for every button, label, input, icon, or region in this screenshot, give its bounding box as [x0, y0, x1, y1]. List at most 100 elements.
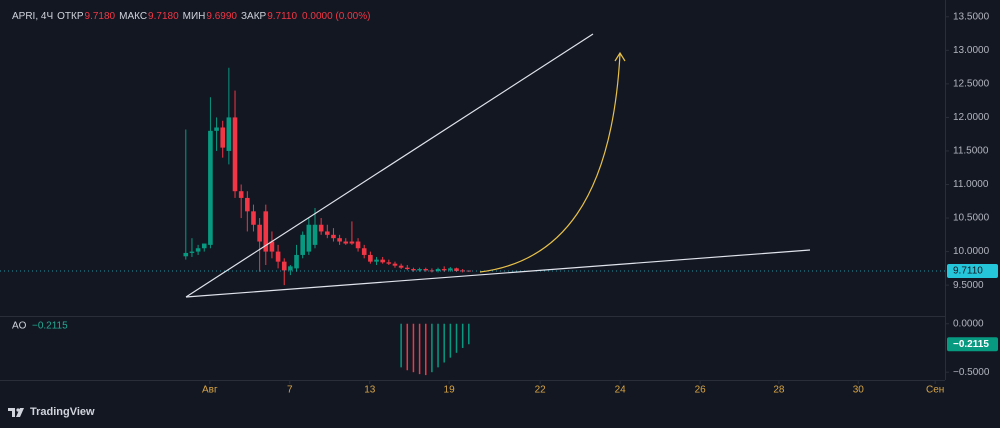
candle-body — [460, 270, 465, 272]
candle-body — [208, 130, 213, 245]
candle-body — [374, 259, 379, 262]
ao-bar — [418, 323, 421, 375]
field-value: 9.6990 — [206, 11, 237, 22]
ao-bar — [468, 323, 470, 345]
y-tick-label: 11.5000 — [953, 146, 989, 157]
x-tick-label: 28 — [773, 385, 785, 396]
candle-body — [355, 241, 361, 249]
y-tick-label: 11.0000 — [953, 179, 989, 190]
candle-body — [325, 231, 330, 235]
candle-body — [429, 270, 435, 272]
field-name: ЗАКР — [240, 11, 267, 22]
candle-body — [269, 241, 275, 252]
y-tick-label: 12.5000 — [953, 79, 990, 90]
candle-body — [404, 267, 410, 270]
indicator-value: −0.2115 — [32, 321, 68, 332]
x-tick-label: 7 — [287, 385, 293, 396]
candle-body — [294, 254, 299, 269]
ao-bar — [443, 323, 445, 363]
candle-body — [214, 127, 219, 131]
ao-bar — [400, 323, 402, 368]
candle-body — [349, 241, 355, 244]
x-tick-label: 22 — [535, 385, 547, 396]
candle-body — [275, 251, 281, 262]
field-value: 9.7110 — [267, 11, 298, 22]
candle-body — [398, 265, 404, 268]
field-name: МИН — [182, 11, 206, 22]
candle-body — [448, 268, 453, 271]
x-tick-label: 24 — [615, 385, 627, 396]
ao-bar — [455, 323, 458, 353]
x-tick-label: 26 — [695, 385, 707, 396]
ao-bar — [424, 323, 427, 376]
x-tick-label: 30 — [853, 385, 865, 396]
candle-body — [232, 117, 238, 192]
candle-body — [306, 224, 312, 252]
y-tick-label: 0.0000 — [953, 318, 984, 329]
trend-line[interactable] — [185, 33, 594, 298]
candle-body — [392, 263, 398, 266]
ao-bar — [449, 323, 452, 358]
candle-body — [423, 269, 429, 271]
candle-body — [263, 211, 269, 252]
x-tick-label: 19 — [444, 385, 456, 396]
ohlc-field: МАКС9.7180 — [119, 11, 179, 22]
candle-body — [380, 259, 385, 263]
candle-body — [386, 262, 392, 264]
trend-line[interactable] — [185, 249, 811, 298]
symbol: APRI, 4Ч — [12, 11, 54, 22]
candle-body — [312, 224, 318, 245]
last-price-label: 9.7110 — [953, 266, 983, 277]
indicator-name: AO — [12, 321, 27, 332]
candle-body — [238, 191, 244, 198]
branding: TradingView — [8, 406, 95, 418]
candle-body — [189, 251, 195, 253]
candle-body — [183, 252, 189, 257]
y-tick-label: 10.0000 — [953, 246, 990, 257]
candle-body — [411, 269, 416, 271]
candle-body — [368, 254, 373, 262]
logo — [8, 408, 24, 417]
y-tick-label: 12.0000 — [953, 112, 990, 123]
last-price-badge — [947, 263, 998, 278]
candle-body — [337, 238, 342, 242]
ao-bar — [431, 323, 433, 373]
ao-bar — [412, 323, 415, 373]
ohlc-field: ОТКР9.7180 — [57, 11, 115, 22]
y-tick-label: 10.5000 — [953, 213, 990, 224]
brand-name: TradingView — [30, 406, 95, 418]
candle-body — [245, 197, 250, 212]
ohlc-field: ЗАКР9.7110 — [241, 11, 297, 22]
ao-bar — [437, 323, 439, 368]
y-tick-label: 9.5000 — [953, 280, 984, 291]
candle-body — [435, 269, 441, 272]
candle-body — [417, 269, 422, 271]
candle-body — [288, 266, 293, 271]
x-tick-label: 13 — [364, 385, 376, 396]
ao-bar — [406, 323, 409, 371]
arrow-head — [614, 51, 626, 62]
ohlc-field: МИН9.6990 — [183, 11, 237, 22]
candle-body — [441, 269, 447, 271]
candle-body — [220, 127, 226, 148]
curve-arrow[interactable] — [479, 53, 621, 273]
candle-body — [226, 117, 232, 151]
ao-bar — [461, 323, 464, 348]
candle-body — [454, 268, 459, 272]
candle-body — [343, 241, 349, 244]
x-tick-label: Сен — [926, 385, 944, 396]
candle-body — [195, 248, 201, 252]
candle-body — [318, 224, 324, 232]
field-value: 9.7180 — [84, 11, 116, 22]
candle-body — [331, 234, 336, 239]
indicator-badge — [947, 337, 998, 352]
y-tick-label: 13.5000 — [953, 11, 990, 22]
candle-body — [281, 261, 287, 271]
y-tick-label: 13.0000 — [953, 45, 990, 56]
candle-body — [257, 224, 262, 242]
legend-header: APRI, 4Ч ОТКР9.7180 МАКС9.7180 МИН9.6990 ЗА… — [12, 11, 370, 22]
field-value: 9.7180 — [148, 11, 179, 22]
candle-body — [361, 248, 367, 255]
